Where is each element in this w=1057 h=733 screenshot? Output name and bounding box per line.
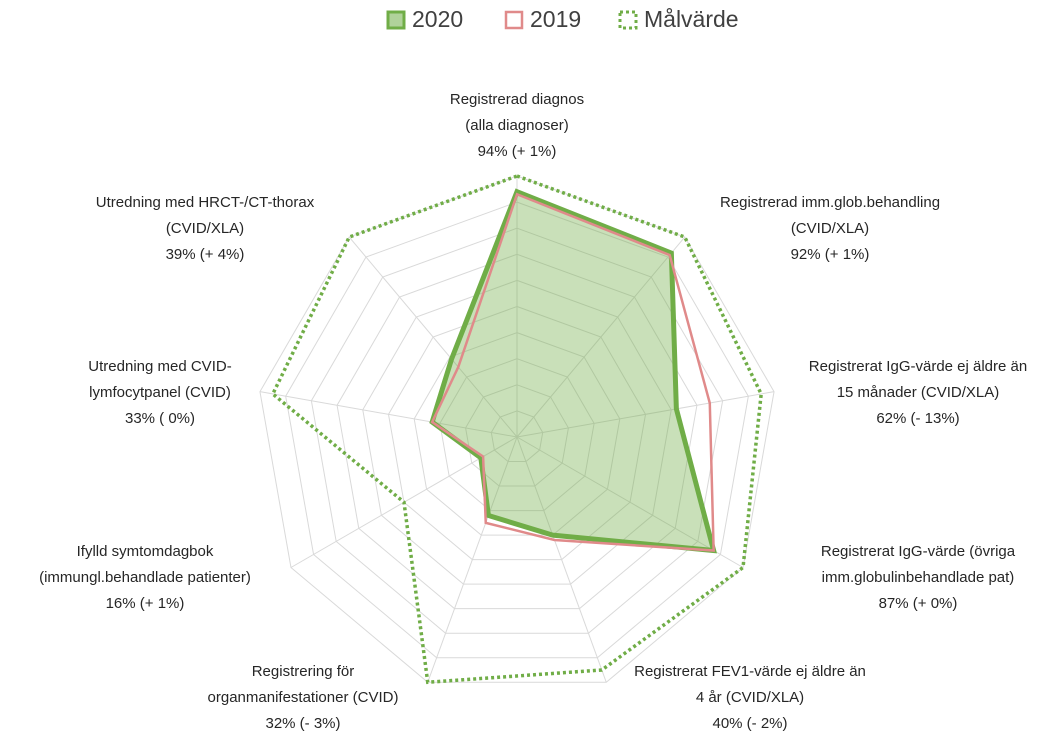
spoke	[259, 391, 518, 438]
legend-label: 2020	[412, 6, 463, 32]
spoke	[516, 436, 744, 568]
grid-ring	[439, 358, 595, 512]
category-label: Registrering för	[252, 663, 355, 680]
grid-ring	[413, 332, 621, 536]
grid-ring	[285, 201, 749, 659]
category-label: (alla diagnoser)	[465, 117, 568, 134]
category-label: Registrerad imm.glob.behandling	[720, 194, 940, 211]
series-polygon	[430, 192, 715, 552]
value-label: 32% (- 3%)	[265, 715, 340, 732]
value-label: 33% ( 0%)	[125, 410, 195, 427]
grid-ring	[259, 175, 775, 683]
legend-swatch	[386, 10, 406, 30]
category-label: 15 månader (CVID/XLA)	[837, 384, 1000, 401]
category-label: Registrerat FEV1-värde ej äldre än	[634, 663, 866, 680]
spoke	[516, 391, 775, 438]
category-label: Registrerat IgG-värde (övriga	[821, 543, 1016, 560]
category-label: Utredning med CVID-	[88, 358, 231, 375]
grid-ring	[336, 253, 698, 610]
value-label: 92% (+ 1%)	[791, 246, 870, 263]
category-label: (immungl.behandlade patienter)	[39, 569, 251, 586]
value-label: 62% (- 13%)	[876, 410, 959, 427]
category-label: Registrerad diagnos	[450, 91, 584, 108]
grid-ring	[387, 305, 647, 561]
grid-ring	[465, 384, 569, 487]
category-label: lymfocytpanel (CVID)	[89, 384, 231, 401]
spoke	[516, 236, 686, 438]
category-label: (CVID/XLA)	[166, 220, 244, 237]
legend-swatch	[618, 10, 638, 30]
series-polygon	[429, 188, 717, 554]
category-label: 4 år (CVID/XLA)	[696, 689, 804, 706]
value-label: 87% (+ 0%)	[879, 595, 958, 612]
value-label: 94% (+ 1%)	[478, 143, 557, 160]
spoke	[427, 436, 518, 683]
category-label: Registrerat IgG-värde ej äldre än	[809, 358, 1027, 375]
grid-ring	[310, 227, 724, 634]
legend-swatch	[504, 10, 524, 30]
spoke	[348, 236, 518, 438]
value-label: 39% (+ 4%)	[166, 246, 245, 263]
legend-label: Målvärde	[644, 6, 739, 32]
spoke	[516, 436, 607, 683]
category-label: (CVID/XLA)	[791, 220, 869, 237]
value-label: 16% (+ 1%)	[106, 595, 185, 612]
legend-label: 2019	[530, 6, 581, 32]
category-label: Utredning med HRCT-/CT-thorax	[96, 194, 315, 211]
value-label: 40% (- 2%)	[712, 715, 787, 732]
grid-ring	[362, 279, 672, 585]
category-label: imm.globulinbehandlade pat)	[822, 569, 1015, 586]
grid-ring	[490, 410, 544, 463]
category-label: organmanifestationer (CVID)	[208, 689, 399, 706]
series-polygon	[270, 174, 763, 685]
category-label: Ifylld symtomdagbok	[77, 543, 214, 560]
